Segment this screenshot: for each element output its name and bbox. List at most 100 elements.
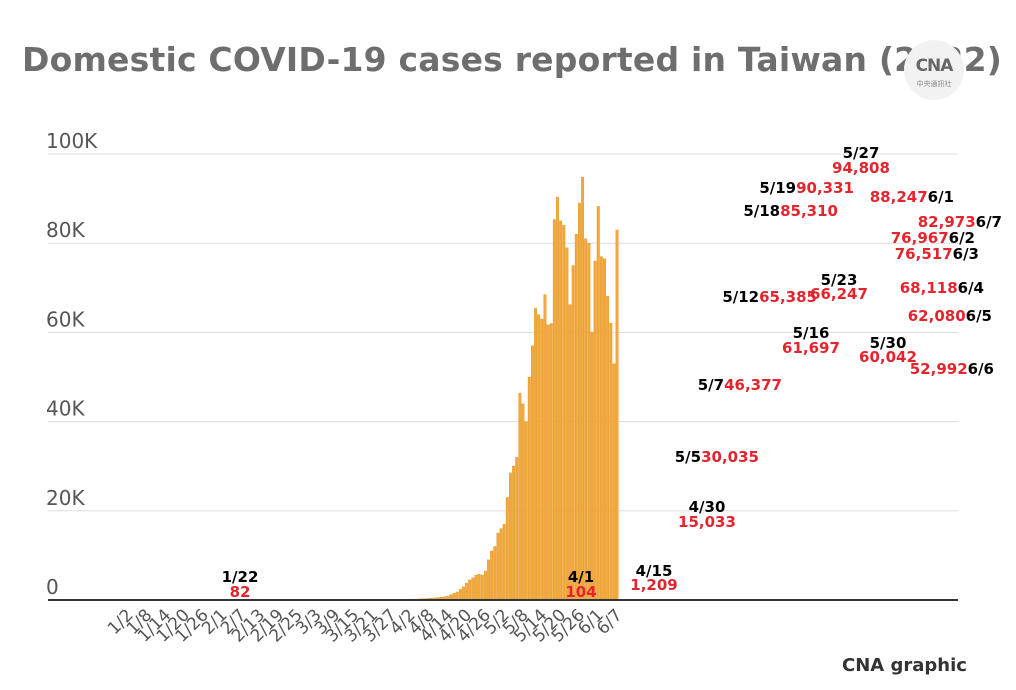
y-tick-label: 60K [46,307,85,331]
bar [512,465,516,601]
bar [603,258,606,601]
annotation-date: 5/19 [759,179,796,197]
bar [527,376,531,601]
annotation-label: 5/746,377 [698,376,782,394]
bar [455,591,459,601]
bar [584,238,588,601]
annotation-date: 5/18 [743,202,780,220]
bar [477,573,481,601]
annotation-date: 6/6 [968,360,994,378]
annotation-label: 5/1265,385 [722,288,817,306]
bar [612,363,616,601]
bar [493,546,497,601]
bar [571,265,575,601]
annotation-date: 5/23 [821,271,858,289]
annotation-date: 5/27 [843,144,880,162]
annotation-date: 6/1 [928,188,954,206]
annotation-value: 94,808 [832,159,890,177]
annotation-value: 62,080 [908,307,966,325]
bar [530,345,534,601]
bar [609,322,613,601]
bar [502,524,506,601]
cna-logo: CNA 中央通訊社 [904,40,964,100]
bar [505,497,509,601]
bars [189,177,619,601]
annotation-label: 68,1186/4 [900,279,984,297]
bar [468,579,472,601]
annotation-value: 76,967 [891,229,949,247]
x-axis-ticks: 1/21/81/141/201/262/12/72/132/192/253/33… [104,605,627,646]
bar [568,304,572,601]
annotation-value: 46,377 [724,376,782,394]
annotation-label: 62,0806/5 [908,307,992,325]
annotation-date: 6/5 [966,307,992,325]
bar [518,393,522,601]
bar [549,323,553,601]
bar [543,294,547,601]
annotation-value: 66,247 [810,285,868,303]
annotation-value: 15,033 [678,513,736,531]
annotation-date: 5/30 [870,334,907,352]
bar [499,528,503,601]
logo-subtext: 中央通訊社 [916,80,952,88]
bar [461,586,465,601]
bar [458,589,462,601]
bar [487,559,490,601]
y-tick-label: 100K [46,129,98,153]
bar [452,593,456,601]
annotation-value: 104 [565,583,596,601]
annotation-date: 4/1 [568,568,594,586]
annotation-value: 61,697 [782,339,840,357]
annotation-label: 5/1990,331 [759,179,854,197]
annotation-date: 1/22 [222,568,259,586]
bar [521,403,525,601]
bar [483,570,487,601]
y-tick-label: 40K [46,397,85,421]
credit-text: CNA graphic [842,655,967,676]
bar [509,472,512,601]
bar [590,332,594,601]
bar [596,206,600,601]
chart-title: Domestic COVID-19 cases reported in Taiw… [22,40,1003,79]
bar [524,421,528,601]
annotation-date: 5/5 [675,448,701,466]
bar [565,247,569,601]
bar [515,457,519,601]
bar [599,256,603,601]
bar [474,574,478,601]
bar [546,324,550,601]
annotation-label: 52,9926/6 [910,360,994,378]
annotation-value: 1,209 [630,576,677,594]
bar [574,234,578,601]
annotation-label: 82,9736/7 [918,213,1002,231]
annotation-value: 30,035 [701,448,759,466]
annotation-date: 4/30 [689,498,726,516]
bar [552,219,556,601]
bar [606,296,610,601]
annotation-value: 90,331 [796,179,854,197]
grid-lines [48,153,958,512]
annotation-date: 4/15 [636,562,673,580]
bar [490,550,494,601]
y-tick-label: 0 [46,575,59,599]
bar [537,314,541,601]
y-axis-ticks: 0 20K 40K 60K 80K 100K [46,129,98,599]
annotation-value: 65,385 [759,288,817,306]
annotation-label: 5/530,035 [675,448,759,466]
annotation-value: 88,247 [870,188,928,206]
annotation-label: 5/1885,310 [743,202,838,220]
annotation-date: 6/3 [953,245,979,263]
bar [540,318,544,601]
bar [581,177,585,601]
annotation-value: 52,992 [910,360,968,378]
bar [615,229,619,601]
annotation-value: 82 [230,583,251,601]
bar [496,532,500,601]
bar [465,582,469,601]
annotation-value: 68,118 [900,279,958,297]
y-tick-label: 20K [46,486,85,510]
annotation-value: 76,517 [895,245,953,263]
bar [559,220,563,601]
annotation-date: 6/2 [949,229,975,247]
